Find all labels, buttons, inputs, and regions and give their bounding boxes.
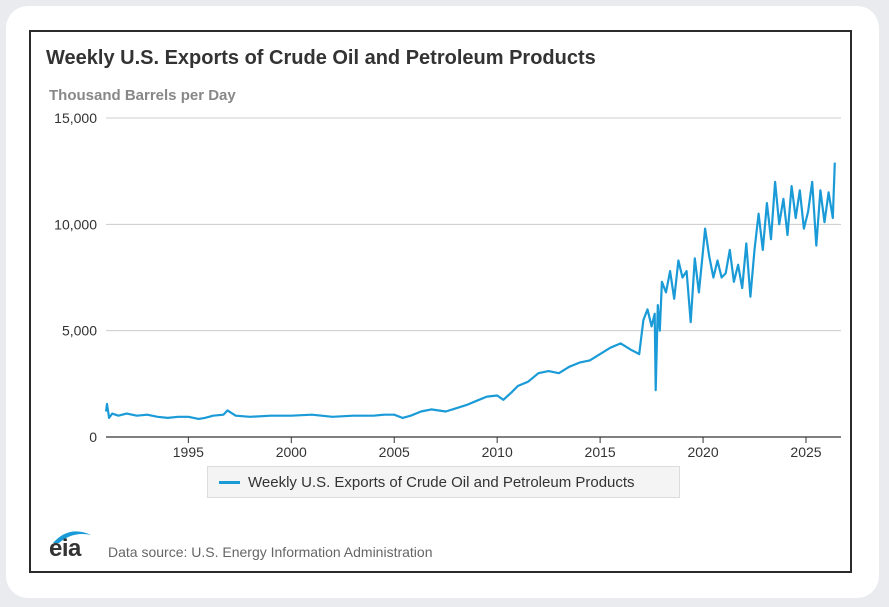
eia-logo: eia: [47, 527, 95, 563]
series-line-exports[interactable]: [104, 162, 836, 420]
data-source-note: Data source: U.S. Energy Information Adm…: [108, 544, 433, 560]
logo-arc-icon: [53, 531, 91, 543]
y-tick-label: 10,000: [54, 216, 97, 232]
legend[interactable]: Weekly U.S. Exports of Crude Oil and Pet…: [207, 466, 680, 498]
x-tick-label: 2000: [276, 444, 307, 460]
y-axis-units-label: Thousand Barrels per Day: [49, 87, 236, 104]
x-tick-label: 2015: [585, 444, 616, 460]
gridlines: [106, 117, 841, 332]
x-tick-label: 2025: [790, 444, 821, 460]
legend-swatch: [219, 480, 240, 484]
logo-wordmark: eia: [49, 535, 81, 562]
tick-labels: 0 5,000 10,000 15,000 1995 2000 2005 2010 2015 20…: [54, 110, 822, 460]
y-tick-label: 0: [89, 429, 97, 445]
x-tick-label: 2005: [379, 444, 410, 460]
y-tick-label: 5,000: [62, 323, 97, 339]
chart-title: Weekly U.S. Exports of Crude Oil and Pet…: [46, 47, 596, 69]
x-tick-label: 2010: [482, 444, 513, 460]
series-layer: [104, 162, 836, 420]
legend-label: Weekly U.S. Exports of Crude Oil and Pet…: [248, 473, 635, 491]
x-tick-label: 2020: [687, 444, 718, 460]
x-tick-label: 1995: [173, 444, 204, 460]
y-tick-label: 15,000: [54, 110, 97, 126]
axes: [106, 436, 841, 443]
